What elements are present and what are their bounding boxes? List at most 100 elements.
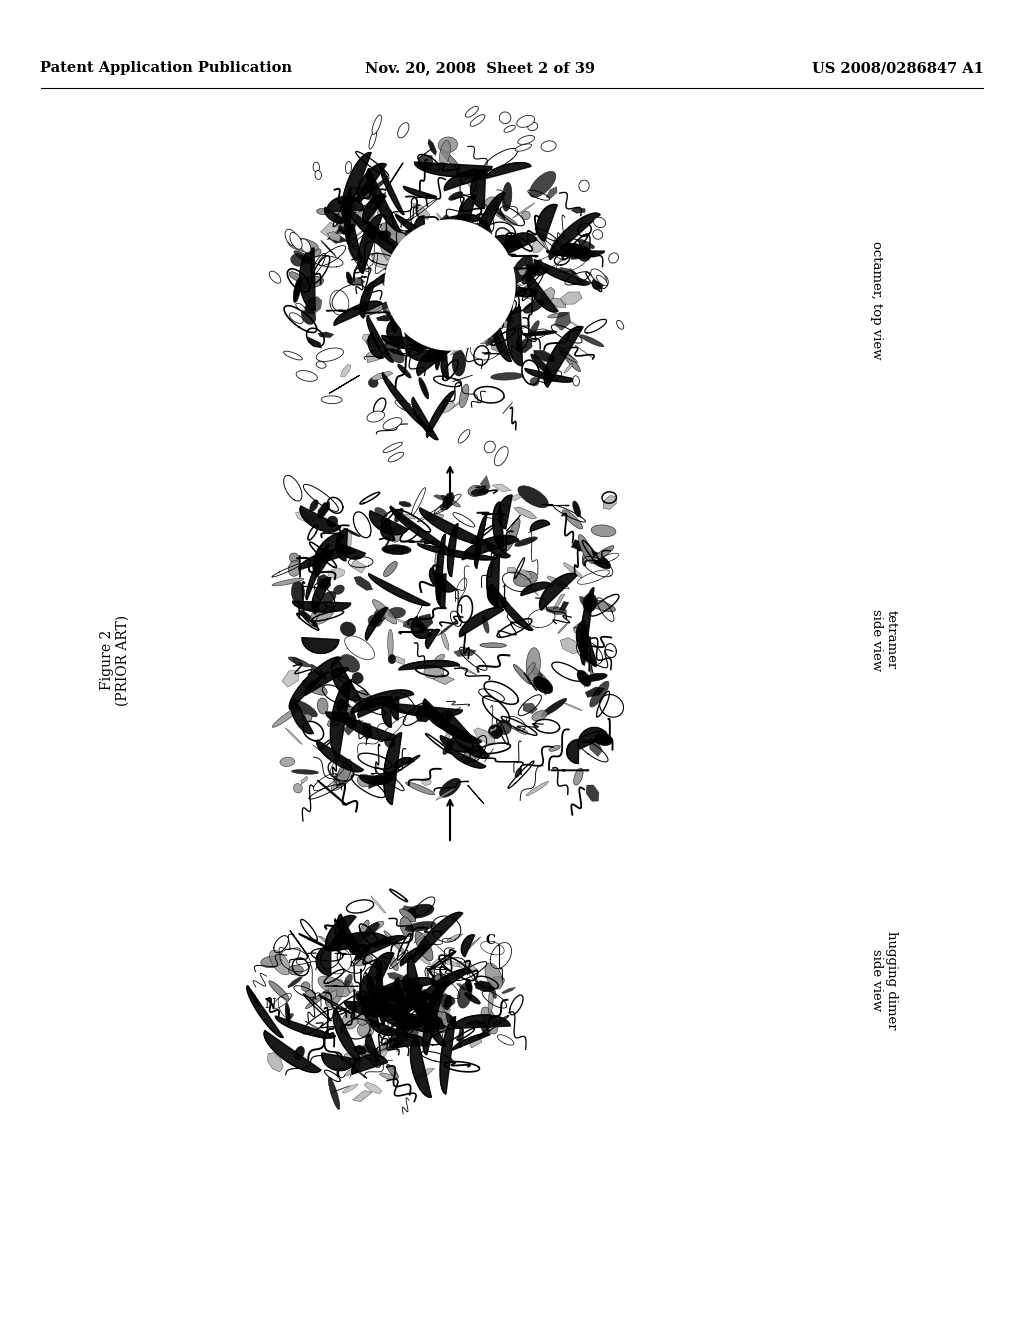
Ellipse shape bbox=[470, 115, 485, 127]
Polygon shape bbox=[564, 363, 572, 372]
Polygon shape bbox=[352, 1090, 372, 1102]
Ellipse shape bbox=[452, 350, 466, 376]
Ellipse shape bbox=[383, 561, 397, 577]
Ellipse shape bbox=[269, 981, 289, 1001]
Polygon shape bbox=[429, 982, 450, 1010]
Ellipse shape bbox=[382, 545, 411, 554]
Polygon shape bbox=[357, 164, 386, 202]
Ellipse shape bbox=[293, 277, 301, 302]
Polygon shape bbox=[247, 986, 284, 1038]
Polygon shape bbox=[327, 227, 345, 239]
Polygon shape bbox=[396, 1022, 419, 1039]
Polygon shape bbox=[501, 597, 532, 631]
Ellipse shape bbox=[516, 727, 528, 734]
Polygon shape bbox=[557, 268, 577, 275]
Polygon shape bbox=[523, 704, 538, 714]
Polygon shape bbox=[302, 638, 339, 653]
Polygon shape bbox=[384, 1008, 398, 1015]
Polygon shape bbox=[416, 993, 431, 1010]
Polygon shape bbox=[558, 252, 573, 259]
Polygon shape bbox=[316, 945, 331, 975]
Polygon shape bbox=[417, 343, 456, 376]
Ellipse shape bbox=[541, 698, 566, 717]
Ellipse shape bbox=[288, 657, 310, 667]
Ellipse shape bbox=[466, 247, 495, 253]
Polygon shape bbox=[318, 936, 334, 948]
Polygon shape bbox=[486, 556, 500, 607]
Polygon shape bbox=[423, 986, 444, 1055]
Polygon shape bbox=[395, 618, 408, 624]
Ellipse shape bbox=[484, 197, 500, 211]
Polygon shape bbox=[542, 288, 555, 304]
Polygon shape bbox=[578, 239, 595, 249]
Polygon shape bbox=[338, 915, 360, 953]
Ellipse shape bbox=[548, 313, 567, 318]
Polygon shape bbox=[513, 284, 529, 298]
Ellipse shape bbox=[269, 271, 281, 284]
Ellipse shape bbox=[616, 321, 624, 329]
Polygon shape bbox=[581, 587, 594, 665]
Polygon shape bbox=[435, 215, 450, 231]
Ellipse shape bbox=[587, 599, 615, 611]
Ellipse shape bbox=[579, 180, 589, 191]
Polygon shape bbox=[474, 727, 495, 744]
Polygon shape bbox=[502, 987, 516, 994]
Polygon shape bbox=[382, 335, 440, 350]
Polygon shape bbox=[306, 545, 330, 599]
Ellipse shape bbox=[355, 203, 376, 226]
Polygon shape bbox=[318, 331, 334, 338]
Polygon shape bbox=[371, 896, 386, 913]
Ellipse shape bbox=[478, 220, 493, 247]
Polygon shape bbox=[399, 513, 416, 519]
Ellipse shape bbox=[406, 230, 415, 235]
Polygon shape bbox=[400, 946, 428, 966]
Ellipse shape bbox=[452, 223, 464, 239]
Ellipse shape bbox=[369, 379, 378, 387]
Ellipse shape bbox=[523, 300, 544, 313]
Polygon shape bbox=[404, 314, 423, 352]
Polygon shape bbox=[498, 240, 509, 252]
Polygon shape bbox=[300, 248, 315, 310]
Polygon shape bbox=[331, 680, 351, 758]
Polygon shape bbox=[393, 978, 404, 1008]
Polygon shape bbox=[399, 660, 460, 671]
Polygon shape bbox=[444, 995, 453, 1010]
Ellipse shape bbox=[356, 991, 365, 1002]
Ellipse shape bbox=[292, 770, 318, 775]
Ellipse shape bbox=[471, 488, 488, 496]
Ellipse shape bbox=[570, 251, 596, 259]
Ellipse shape bbox=[517, 115, 535, 127]
Ellipse shape bbox=[529, 172, 556, 198]
Polygon shape bbox=[300, 506, 341, 532]
Polygon shape bbox=[370, 511, 408, 535]
Ellipse shape bbox=[495, 446, 508, 466]
Polygon shape bbox=[400, 906, 418, 921]
Ellipse shape bbox=[327, 516, 338, 527]
Polygon shape bbox=[408, 1026, 429, 1038]
Ellipse shape bbox=[400, 318, 416, 331]
Ellipse shape bbox=[591, 525, 615, 537]
Polygon shape bbox=[518, 264, 536, 276]
Ellipse shape bbox=[572, 502, 581, 517]
Polygon shape bbox=[400, 516, 422, 529]
Polygon shape bbox=[493, 484, 511, 492]
Polygon shape bbox=[377, 999, 419, 1028]
Ellipse shape bbox=[484, 441, 496, 453]
Polygon shape bbox=[344, 1001, 412, 1016]
Polygon shape bbox=[559, 602, 568, 611]
Polygon shape bbox=[457, 961, 477, 972]
Polygon shape bbox=[434, 942, 452, 960]
Ellipse shape bbox=[292, 581, 304, 603]
Ellipse shape bbox=[323, 591, 336, 603]
Text: Figure 2
(PRIOR ART): Figure 2 (PRIOR ART) bbox=[100, 614, 130, 706]
Ellipse shape bbox=[595, 734, 612, 746]
Ellipse shape bbox=[354, 956, 373, 966]
Polygon shape bbox=[386, 282, 404, 290]
Ellipse shape bbox=[385, 257, 397, 269]
Polygon shape bbox=[312, 578, 331, 614]
Polygon shape bbox=[442, 492, 455, 508]
Polygon shape bbox=[560, 638, 581, 653]
Ellipse shape bbox=[384, 342, 404, 363]
Polygon shape bbox=[299, 548, 355, 570]
Polygon shape bbox=[440, 735, 472, 752]
